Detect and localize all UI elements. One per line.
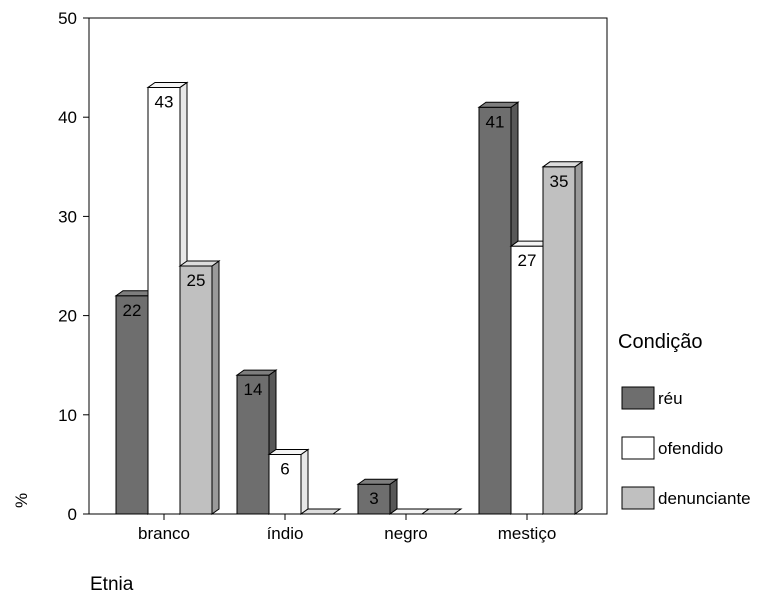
bar-réu-mestiço-front: [478, 106, 512, 515]
bar-denunciante-índio-top: [299, 508, 342, 515]
bar-réu-negro-front: [357, 483, 391, 515]
y-tick-label-0: 0: [68, 505, 77, 524]
bar-marks: [114, 81, 584, 515]
y-tick-label-20: 20: [58, 307, 77, 326]
bar-réu-índio-top: [235, 369, 278, 376]
axes: 0 10 20 30 40 50 branco índio negro mestiço: [58, 9, 556, 543]
x-tick-label-negro: negro: [384, 524, 427, 543]
bar-denunciante-branco-top: [178, 260, 221, 267]
data-label-denunciante-branco: 25: [187, 271, 206, 290]
y-tick-label-40: 40: [58, 108, 77, 127]
legend-label-réu: réu: [658, 389, 683, 408]
y-tick-label-50: 50: [58, 9, 77, 28]
x-tick-label-branco: branco: [138, 524, 190, 543]
bar-réu-mestiço-top: [477, 101, 520, 108]
legend-swatch-réu: [621, 386, 655, 410]
bar-denunciante-mestiço-side: [574, 160, 583, 515]
data-label-ofendido-mestiço: 27: [518, 251, 537, 270]
bar-ofendido-índio-top: [267, 448, 310, 455]
bar-denunciante-branco-front: [179, 265, 213, 515]
bar-réu-negro-side: [389, 478, 398, 515]
bar-denunciante-negro: [420, 508, 463, 515]
legend-label-ofendido: ofendido: [658, 439, 723, 458]
data-label-réu-índio: 14: [244, 380, 263, 399]
bar-denunciante-índio: [299, 508, 342, 515]
bar-denunciante-negro-top: [420, 508, 463, 515]
legend-title: Condição: [618, 331, 703, 353]
legend-swatch-ofendido: [621, 436, 655, 460]
bar-ofendido-branco-front: [147, 86, 181, 515]
data-labels: 22 43 25 14 6 3 41 27 35: [123, 92, 569, 508]
legend: Condição réu ofendido denunciante: [618, 331, 751, 510]
y-tick-label-10: 10: [58, 406, 77, 425]
y-tick-label-30: 30: [58, 207, 77, 226]
bar-réu-negro: [356, 478, 399, 515]
x-tick-label-mestiço: mestiço: [498, 524, 557, 543]
bar-ofendido-índio: [267, 448, 310, 515]
bar-ofendido-índio-side: [300, 448, 309, 515]
bar-réu-índio-front: [236, 374, 270, 515]
data-label-réu-branco: 22: [123, 301, 142, 320]
bar-denunciante-mestiço-front: [542, 166, 576, 515]
data-label-réu-negro: 3: [369, 489, 378, 508]
bar-denunciante-branco-side: [211, 260, 220, 515]
data-label-ofendido-branco: 43: [155, 92, 174, 111]
bar-réu-negro-top: [356, 478, 399, 485]
bar-réu-branco-front: [115, 295, 149, 515]
bar-denunciante-mestiço-top: [541, 161, 584, 168]
y-axis-label: %: [12, 493, 31, 508]
data-label-réu-mestiço: 41: [486, 112, 505, 131]
legend-swatch-denunciante: [621, 486, 655, 510]
bar-denunciante-branco: [178, 260, 221, 515]
legend-label-denunciante: denunciante: [658, 489, 751, 508]
x-tick-label-índio: índio: [267, 524, 304, 543]
data-label-ofendido-índio: 6: [280, 459, 289, 478]
data-label-denunciante-mestiço: 35: [550, 172, 569, 191]
bar-denunciante-mestiço: [541, 160, 584, 515]
bar-ofendido-mestiço-front: [510, 245, 544, 515]
bar-ofendido-branco-top: [146, 81, 189, 88]
x-axis-label: Etnia: [90, 574, 134, 595]
